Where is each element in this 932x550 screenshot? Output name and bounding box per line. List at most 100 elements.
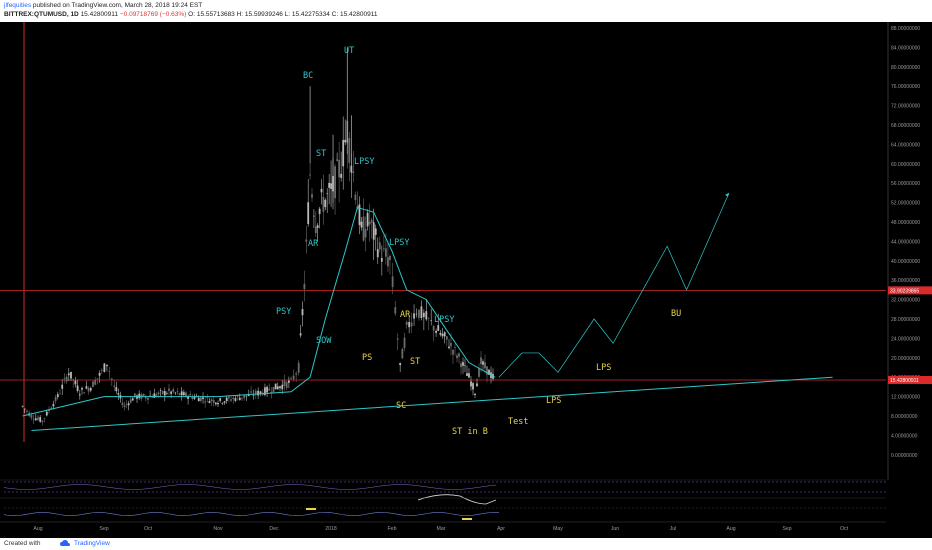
wyckoff-annotation: ST xyxy=(410,357,420,367)
x-tick-label: Aug xyxy=(726,526,735,532)
candle-body xyxy=(474,393,476,395)
candle-body xyxy=(70,371,72,379)
candle-body xyxy=(56,394,59,398)
candle-body xyxy=(41,420,44,422)
candle-body xyxy=(445,336,448,340)
y-tick-label: 84.00000000 xyxy=(891,45,920,51)
candle-body xyxy=(399,362,402,366)
wyckoff-annotation: PS xyxy=(362,353,372,363)
candle-body xyxy=(121,402,124,406)
candle-body xyxy=(176,391,179,392)
y-tick-label: 4.00000000 xyxy=(891,433,918,439)
candle-body xyxy=(466,373,468,376)
candle-body xyxy=(372,222,375,240)
candle-body xyxy=(464,365,466,367)
x-tick-label: May xyxy=(553,526,563,532)
author-link[interactable]: jlfequities xyxy=(4,2,32,9)
wyckoff-annotation: SOW xyxy=(316,336,332,346)
candle-body xyxy=(230,399,232,401)
candle-body xyxy=(334,166,336,199)
wyckoff-annotation: LPS xyxy=(596,363,611,373)
candle-body xyxy=(348,138,351,163)
candle-body xyxy=(437,325,440,331)
candle-body xyxy=(103,363,106,372)
x-tick-label: Oct xyxy=(144,526,153,532)
candle-body xyxy=(382,248,385,250)
candle-body xyxy=(476,383,478,387)
wyckoff-annotation: BU xyxy=(671,309,681,319)
candle-body xyxy=(187,396,189,399)
candle-body xyxy=(330,183,332,189)
candle-body xyxy=(270,391,273,393)
candle-body xyxy=(439,332,442,335)
price-level-label: 15.42800911 xyxy=(890,378,919,384)
candle-body xyxy=(376,249,379,258)
candle-body xyxy=(374,228,377,235)
candle-body xyxy=(254,390,257,395)
tradingview-brand[interactable]: TradingView xyxy=(74,540,110,547)
candle-body xyxy=(470,381,472,387)
wyckoff-annotation: SC xyxy=(396,401,406,411)
candle-body xyxy=(264,387,266,395)
candle-body xyxy=(147,397,149,400)
candle-body xyxy=(180,391,183,396)
candle-body xyxy=(389,256,391,260)
candle-body xyxy=(155,394,158,397)
x-tick-label: Apr xyxy=(497,526,505,532)
candle-body xyxy=(486,366,488,375)
candle-body xyxy=(408,321,411,328)
candle-body xyxy=(385,248,387,257)
candle-body xyxy=(336,159,338,161)
moving-average-line xyxy=(22,206,496,417)
candle-body xyxy=(166,393,168,394)
candle-body xyxy=(472,383,474,390)
candle-body xyxy=(420,306,423,319)
candle-body xyxy=(204,401,207,403)
candle-body xyxy=(441,333,444,337)
candle-body xyxy=(34,418,37,421)
candle-body xyxy=(448,346,450,349)
y-tick-label: 28.00000000 xyxy=(891,317,920,323)
candle-body xyxy=(241,397,243,399)
candle-body xyxy=(340,173,343,178)
candle-body xyxy=(290,377,292,379)
candle-body xyxy=(394,307,397,314)
published-text: published on TradingView.com, March 28, … xyxy=(32,2,203,9)
candle-body xyxy=(32,418,35,420)
chart-area[interactable]: 88.00000000 84.00000000 80.00000000 76.0000… xyxy=(0,22,932,538)
candle-body xyxy=(301,309,304,316)
candle-body xyxy=(274,383,277,390)
candle-body xyxy=(403,337,406,349)
candle-body xyxy=(281,384,284,390)
candle-body xyxy=(37,418,39,420)
candle-body xyxy=(197,397,200,402)
candle-body xyxy=(89,388,92,391)
candle-body xyxy=(136,395,138,399)
price-level-tag xyxy=(888,286,932,295)
candle-body xyxy=(430,320,433,322)
candle-body xyxy=(210,399,213,402)
y-tick-label: 68.00000000 xyxy=(891,123,920,129)
price-chart-svg[interactable]: 88.00000000 84.00000000 80.00000000 76.0000… xyxy=(0,22,932,538)
candle-body xyxy=(427,318,430,319)
candle-body xyxy=(443,332,446,337)
candle-body xyxy=(208,401,211,404)
wyckoff-annotation: LPS xyxy=(546,396,561,406)
wyckoff-annotation: AR xyxy=(308,239,319,249)
candle-body xyxy=(354,194,357,201)
candle-body xyxy=(462,362,464,366)
candle-body xyxy=(161,390,164,394)
y-tick-label: 48.00000000 xyxy=(891,220,920,226)
tradingview-cloud-icon xyxy=(60,540,70,546)
candle-body xyxy=(358,204,361,225)
candle-body xyxy=(199,397,202,401)
candle-body xyxy=(311,194,313,198)
wyckoff-annotation: Test xyxy=(508,417,528,427)
candle-body xyxy=(415,313,418,315)
candle-body xyxy=(65,376,68,382)
candle-body xyxy=(106,364,108,367)
wyckoff-annotation: LPSY xyxy=(434,315,454,325)
candle-body xyxy=(127,403,130,406)
candle-body xyxy=(191,396,194,399)
candle-body xyxy=(131,398,134,401)
